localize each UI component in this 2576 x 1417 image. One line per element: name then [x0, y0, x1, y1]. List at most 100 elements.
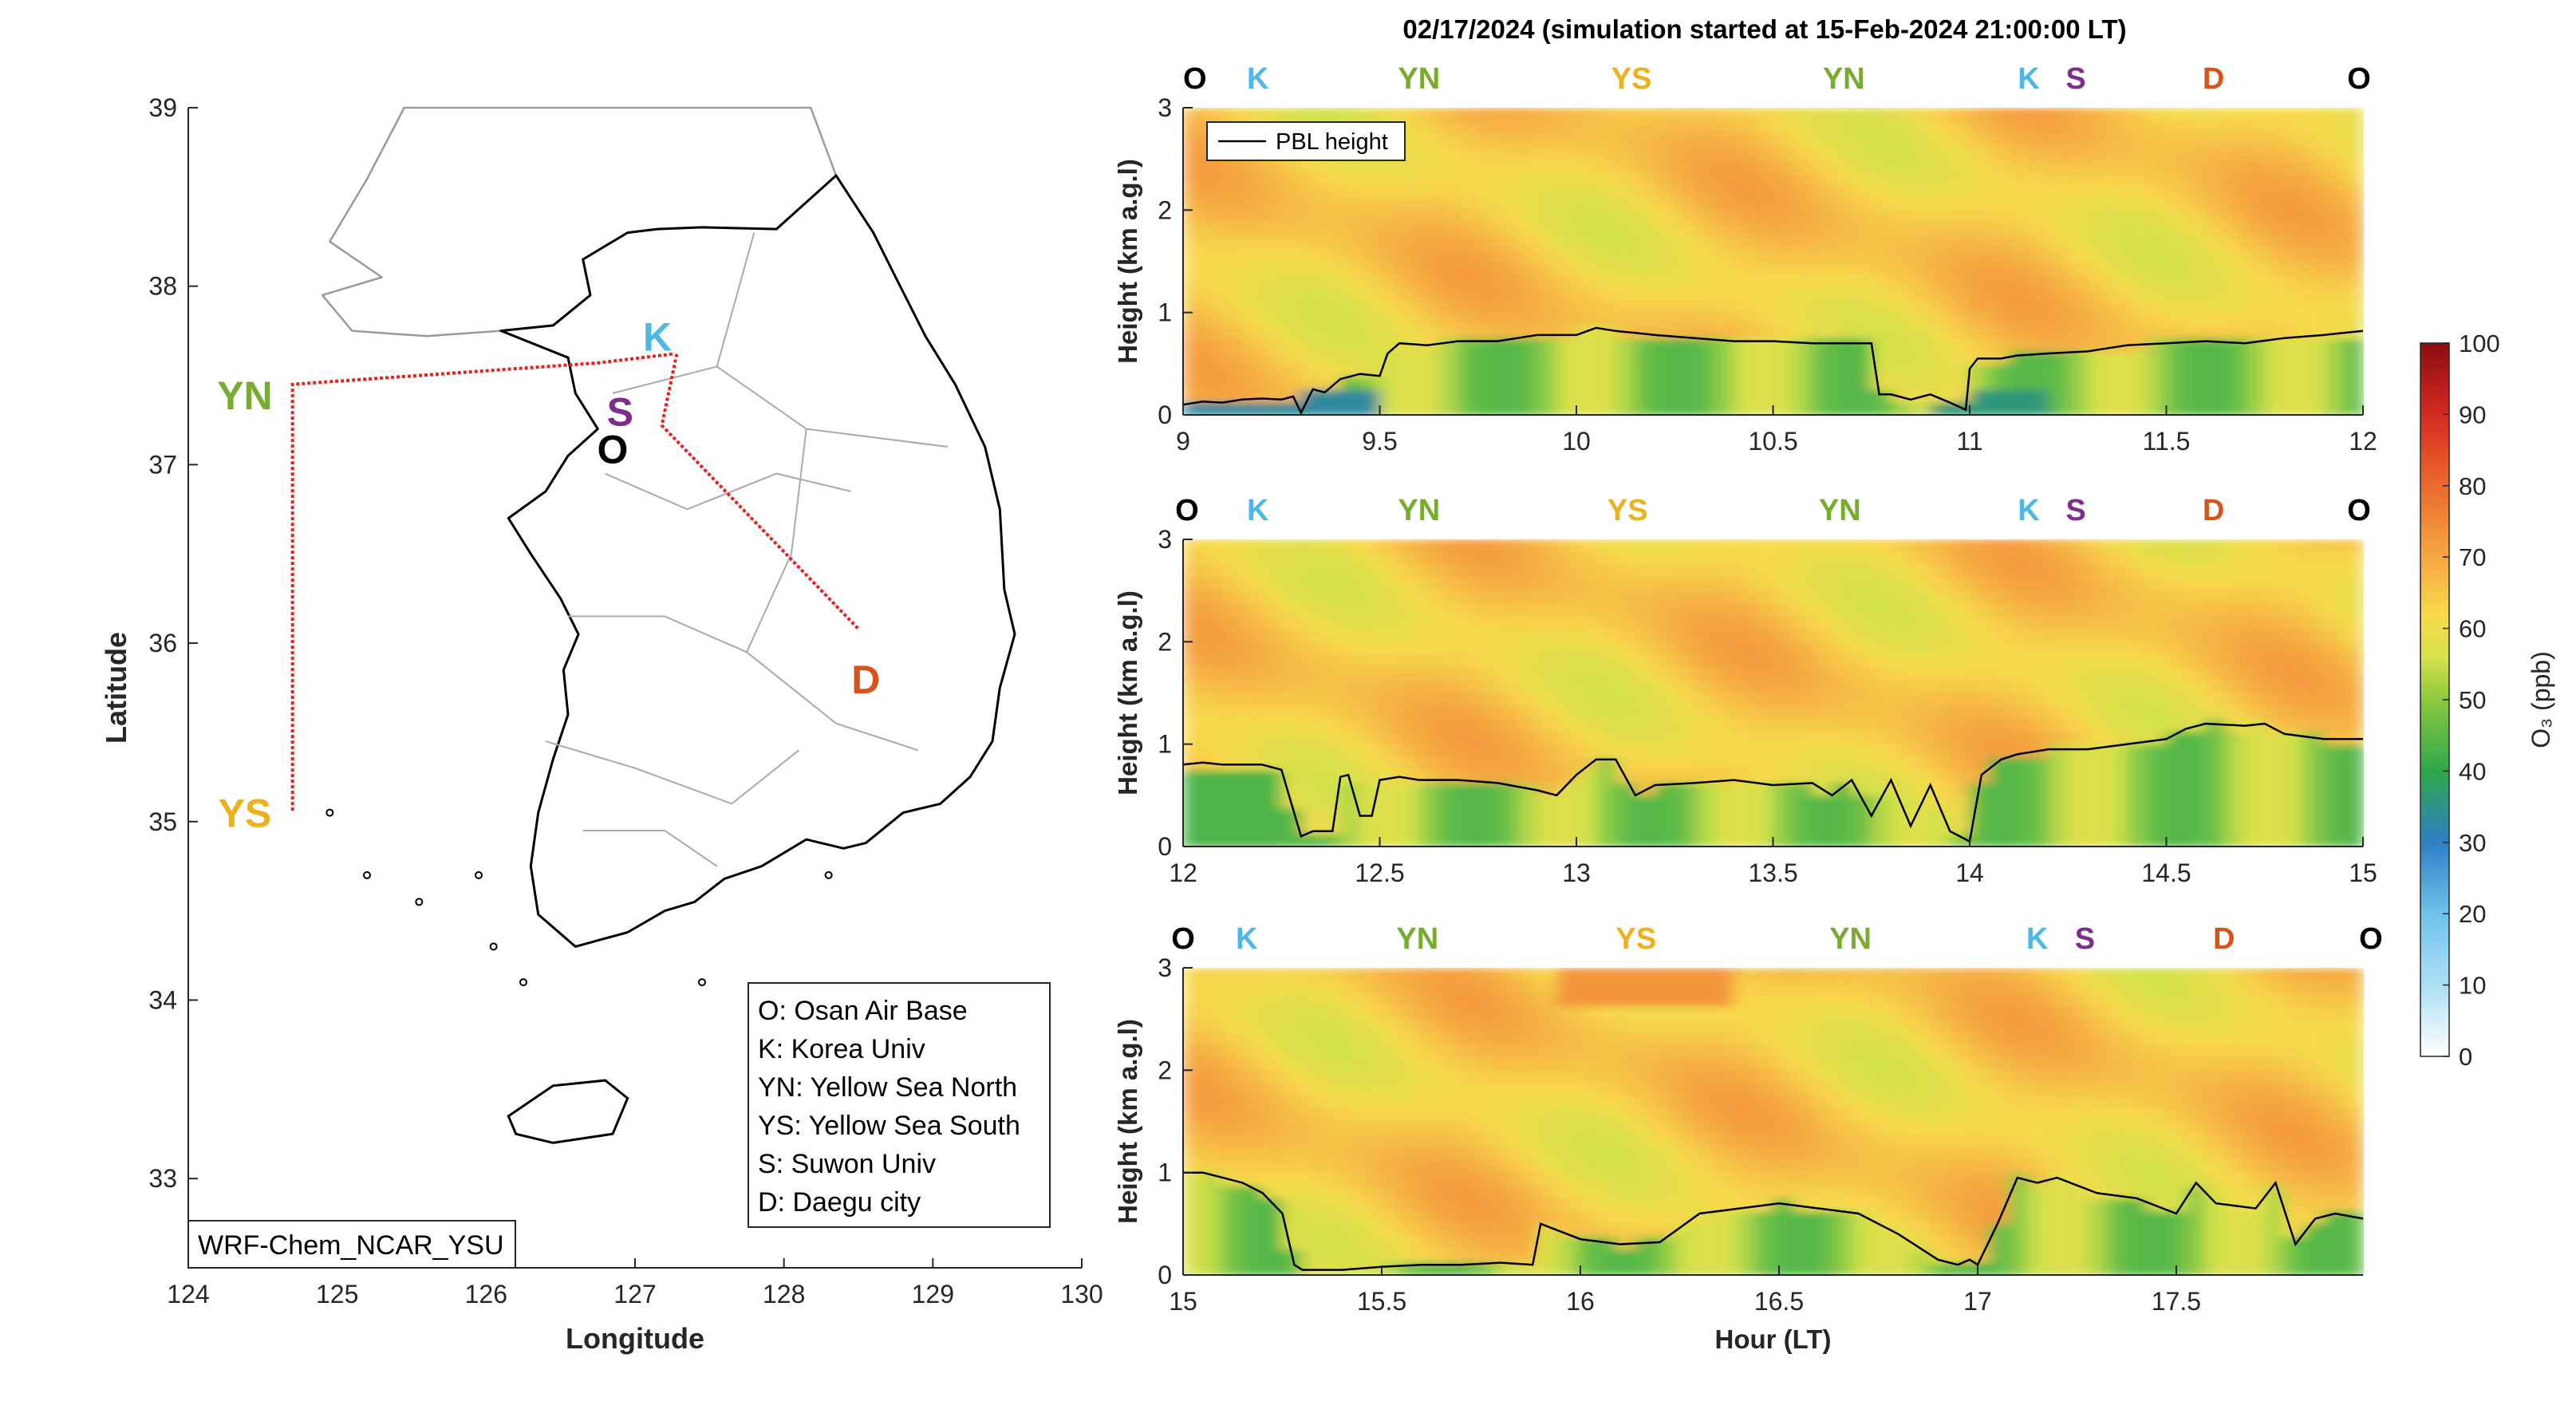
ozone-cell [1202, 680, 1224, 694]
ozone-cell [1537, 133, 1558, 147]
ozone-cell [1537, 1044, 1558, 1059]
ozone-cell [1773, 376, 1793, 390]
ozone-cell [1261, 337, 1283, 352]
ozone-cell [2225, 1134, 2246, 1148]
ozone-cell [2107, 1032, 2128, 1045]
ozone-cell [1734, 539, 1754, 553]
map-xtick-label: 124 [167, 1280, 209, 1308]
ozone-cell [1930, 1198, 1951, 1212]
ozone-cell [1399, 539, 1420, 553]
ozone-cell [1576, 565, 1597, 578]
ozone-cell [1793, 1083, 1813, 1097]
ozone-cell [1596, 1134, 1617, 1148]
ozone-cell [1812, 1223, 1833, 1237]
ozone-cell [2186, 1236, 2207, 1250]
ozone-cell [1497, 248, 1518, 262]
ozone-cell [1852, 1083, 1872, 1097]
ozone-cell [1222, 667, 1243, 681]
ozone-cell [1183, 159, 1204, 172]
ozone-cell [1418, 133, 1440, 147]
ozone-cell [1655, 603, 1676, 617]
ozone-cell [1183, 172, 1204, 185]
ozone-cell [1734, 197, 1754, 211]
ozone-cell [1694, 552, 1715, 566]
ozone-cell [1655, 210, 1676, 224]
ozone-cell [1989, 1057, 2010, 1072]
ozone-cell [2264, 1044, 2286, 1059]
ozone-cell [1300, 834, 1322, 847]
ozone-cell [1812, 1262, 1833, 1276]
ozone-cell [2205, 820, 2227, 835]
ozone-cell [1458, 654, 1479, 669]
ozone-cell [1812, 680, 1833, 694]
ozone-cell [1989, 1044, 2010, 1059]
ozone-cell [1261, 641, 1283, 656]
ozone-cell [1202, 108, 1224, 121]
ozone-cell [1753, 981, 1774, 994]
ozone-cell [1950, 1083, 1970, 1097]
ozone-cell [1242, 693, 1263, 707]
ozone-cell [1320, 1147, 1341, 1161]
ozone-cell [2068, 1210, 2089, 1225]
ozone-cell [1438, 197, 1459, 211]
ozone-cell [1556, 1236, 1577, 1250]
ozone-cell [1497, 1121, 1518, 1135]
ozone-cell [1970, 590, 1990, 604]
ozone-cell [1714, 552, 1734, 566]
ozone-cell [1635, 1147, 1656, 1161]
ozone-cell [1300, 337, 1322, 352]
ozone-cell [1300, 1159, 1322, 1174]
ozone-cell [1989, 565, 2010, 578]
ozone-cell [1556, 807, 1577, 822]
ozone-cell [2264, 1172, 2286, 1186]
ozone-cell [1379, 1006, 1400, 1020]
ozone-cell [1970, 108, 1990, 121]
ozone-cell [1635, 1262, 1656, 1276]
ozone-cell [2225, 299, 2246, 314]
ozone-cell [2304, 350, 2325, 365]
ozone-cell [1970, 1249, 1990, 1263]
ozone-cell [1970, 1147, 1990, 1161]
ozone-cell [2245, 172, 2266, 185]
ozone-cell [1773, 705, 1793, 720]
ozone-cell [1183, 565, 1204, 578]
ozone-cell [2264, 159, 2286, 172]
ozone-cell [2304, 993, 2325, 1007]
ozone-cell [1852, 235, 1872, 250]
ozone-cell [1556, 641, 1577, 656]
map-ylabel: Latitude [100, 632, 132, 744]
ozone-cell [1242, 795, 1263, 809]
ozone-cell [2284, 337, 2305, 352]
ozone-cell [2225, 1210, 2246, 1225]
ozone-cell [1812, 629, 1833, 643]
ozone-cell [1399, 1172, 1420, 1186]
ozone-cell [2009, 654, 2030, 669]
island [519, 978, 527, 987]
ozone-cell [2205, 552, 2227, 566]
ozone-cell [1734, 376, 1754, 390]
ozone-cell [1950, 274, 1970, 288]
ozone-cell [1438, 578, 1459, 591]
ozone-cell [1615, 693, 1636, 707]
ozone-cell [2127, 539, 2148, 553]
ozone-cell [1359, 312, 1381, 326]
ozone-cell [1970, 274, 1990, 288]
ozone-cell [1871, 389, 1892, 403]
ozone-cell [1793, 1223, 1813, 1237]
ozone-cell [1183, 1006, 1204, 1020]
ozone-cell [1418, 807, 1440, 822]
ozone-cell [1458, 552, 1479, 566]
ozone-cell [1320, 1070, 1341, 1084]
ozone-cell [2028, 1262, 2049, 1276]
ozone-cell [1202, 616, 1224, 630]
ozone-cell [2048, 782, 2069, 796]
ozone-cell [1242, 312, 1263, 326]
ozone-cell [1970, 981, 1990, 994]
ozone-cell [2087, 693, 2109, 707]
ozone-cell [2068, 1095, 2089, 1110]
ozone-cell [2245, 1236, 2266, 1250]
ozone-cell [2343, 756, 2364, 771]
ozone-cell [2146, 1006, 2168, 1020]
ozone-cell [1183, 1044, 1204, 1059]
ozone-cell [2304, 146, 2325, 160]
